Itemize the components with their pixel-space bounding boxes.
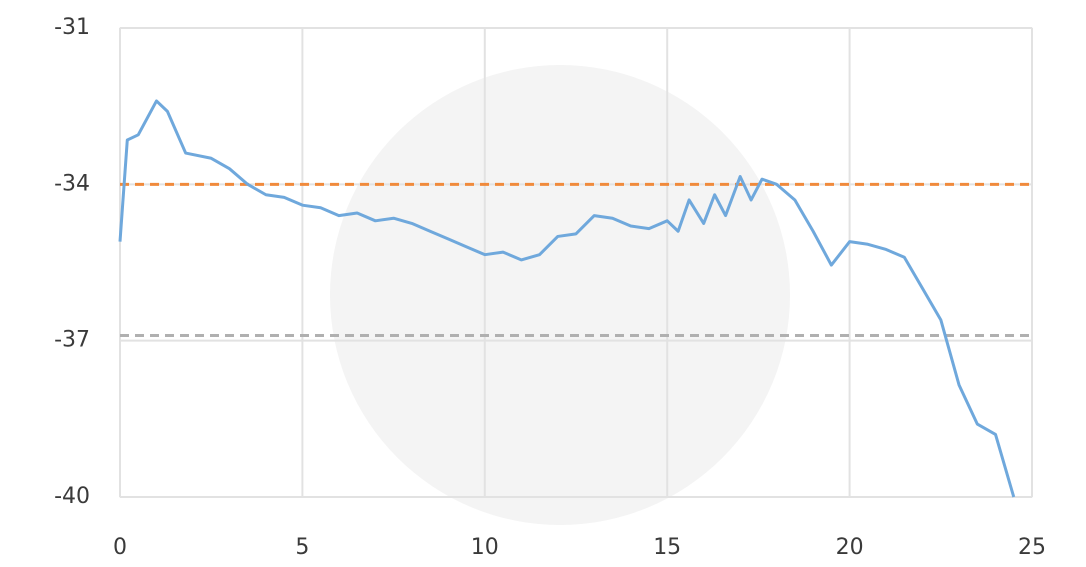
x-tick-label: 10 <box>471 535 499 560</box>
x-tick-label: 15 <box>653 535 681 560</box>
y-tick-label: -40 <box>54 484 90 509</box>
x-tick-label: 20 <box>836 535 864 560</box>
data-line <box>118 99 1016 498</box>
y-tick-label: -37 <box>54 328 90 353</box>
background-shape <box>330 65 790 525</box>
x-tick-label: 25 <box>1018 535 1046 560</box>
x-tick-label: 5 <box>295 535 309 560</box>
y-tick-label: -34 <box>54 171 90 196</box>
y-tick-label: -31 <box>54 15 90 40</box>
x-tick-label: 0 <box>113 535 127 560</box>
